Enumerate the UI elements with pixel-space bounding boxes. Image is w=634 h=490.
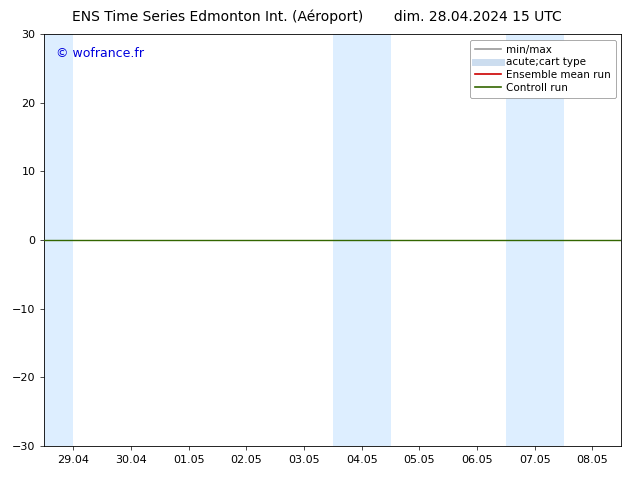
Text: ENS Time Series Edmonton Int. (Aéroport)       dim. 28.04.2024 15 UTC: ENS Time Series Edmonton Int. (Aéroport)…: [72, 10, 562, 24]
Bar: [361, 34, 391, 446]
Legend: min/max, acute;cart type, Ensemble mean run, Controll run: min/max, acute;cart type, Ensemble mean …: [470, 40, 616, 98]
Text: © wofrance.fr: © wofrance.fr: [56, 47, 144, 60]
Bar: [506, 34, 534, 446]
Bar: [333, 34, 361, 446]
Bar: [44, 34, 74, 446]
Bar: [534, 34, 564, 446]
